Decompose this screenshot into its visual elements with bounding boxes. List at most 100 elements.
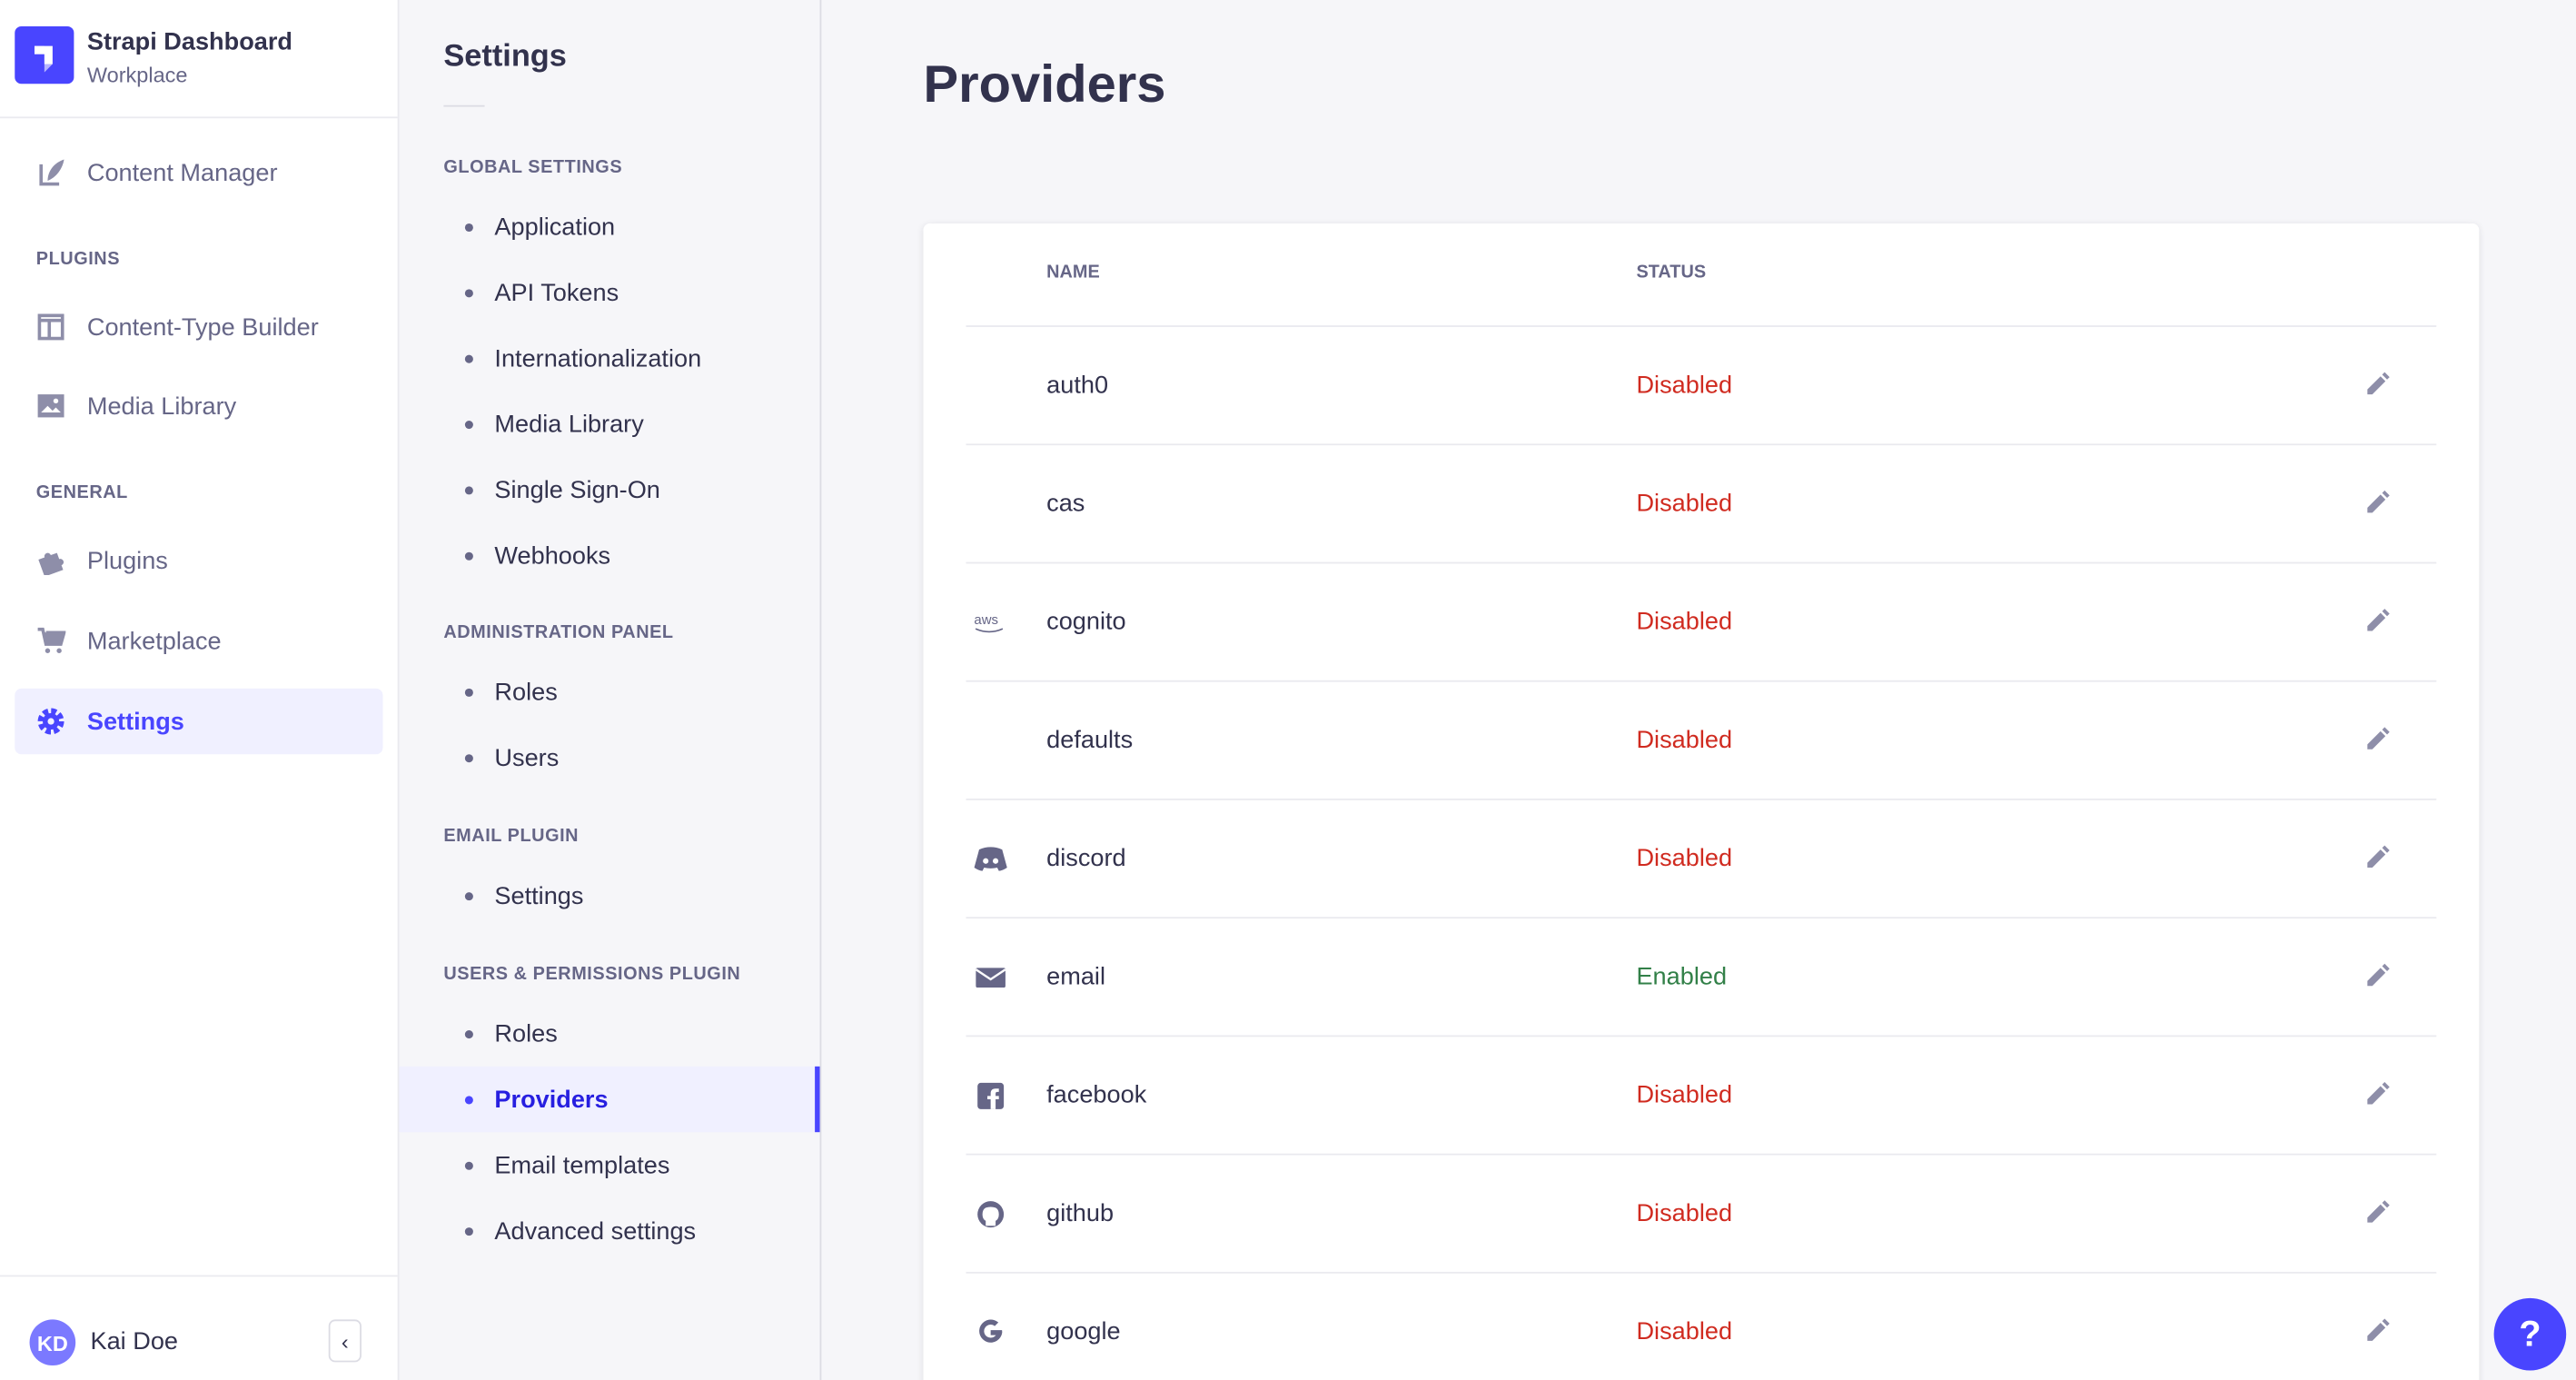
svg-text:aws: aws — [974, 612, 998, 628]
nav-label: Content-Type Builder — [86, 313, 319, 342]
puzzle-icon — [36, 545, 66, 576]
nav-content-type-builder[interactable]: Content-Type Builder — [15, 294, 382, 360]
pencil-icon[interactable] — [2363, 725, 2393, 755]
subnav-item-label: Providers — [494, 1085, 609, 1114]
subnav-item-label: Email templates — [494, 1150, 670, 1179]
subnav-item-label: Users — [494, 743, 560, 772]
table-row[interactable]: auth0 Disabled — [966, 325, 2437, 443]
provider-status: Disabled — [1636, 608, 1733, 636]
subnav-item-providers[interactable]: Providers — [399, 1066, 820, 1133]
subnav-item-media-library[interactable]: Media Library — [400, 391, 820, 456]
table-row[interactable]: email Enabled — [966, 917, 2437, 1035]
envelope-icon — [973, 961, 1009, 994]
feather-icon — [36, 158, 66, 188]
subnav-item-advanced-settings[interactable]: Advanced settings — [400, 1198, 820, 1264]
provider-name: defaults — [1046, 726, 1134, 755]
table-row[interactable]: aws cognito Disabled — [966, 561, 2437, 680]
subnav-item-label: Roles — [494, 678, 558, 706]
aws-icon: aws — [973, 606, 1009, 639]
collapse-nav-button[interactable]: ‹ — [328, 1319, 362, 1363]
provider-name: github — [1046, 1199, 1115, 1228]
main-nav: Strapi Dashboard Workplace Content Manag… — [0, 0, 400, 1380]
pencil-icon[interactable] — [2363, 1079, 2393, 1109]
discord-icon — [973, 843, 1009, 876]
strapi-logo — [15, 25, 74, 84]
subnav-section-title: ADMINISTRATION PANEL — [443, 622, 674, 643]
pencil-icon[interactable] — [2363, 606, 2393, 636]
pencil-icon[interactable] — [2363, 843, 2393, 873]
nav-settings[interactable]: Settings — [15, 688, 383, 755]
subnav-section-title: EMAIL PLUGIN — [443, 826, 580, 847]
subnav-item-single-sign-on[interactable]: Single Sign-On — [400, 457, 820, 522]
providers-table: NAME STATUS auth0 Disabled cas Disabled aws c… — [923, 223, 2480, 1380]
settings-subnav: Settings GLOBAL SETTINGS Application API T… — [399, 0, 822, 1380]
pencil-icon[interactable] — [2363, 961, 2393, 991]
subnav-item-internationalization[interactable]: Internationalization — [400, 325, 820, 391]
app-title: Strapi Dashboard — [86, 27, 293, 56]
pencil-icon[interactable] — [2363, 1198, 2393, 1228]
subnav-item-api-tokens[interactable]: API Tokens — [400, 260, 820, 325]
provider-name: email — [1046, 962, 1106, 991]
avatar[interactable]: KD — [29, 1319, 76, 1366]
nav-label: Media Library — [86, 392, 237, 421]
provider-name: google — [1046, 1317, 1121, 1346]
provider-name: facebook — [1046, 1081, 1147, 1109]
provider-status: Disabled — [1636, 726, 1733, 755]
subnav-item-settings[interactable]: Settings — [400, 863, 820, 928]
pencil-icon[interactable] — [2363, 488, 2393, 518]
gear-icon — [36, 707, 66, 737]
pencil-icon[interactable] — [2363, 1316, 2393, 1346]
subnav-item-label: Media Library — [494, 410, 644, 439]
subnav-item-label: Settings — [494, 881, 584, 910]
github-icon — [973, 1198, 1009, 1231]
subnav-section-title: GLOBAL SETTINGS — [443, 157, 623, 178]
page-title: Providers — [923, 54, 1166, 114]
subnav-item-email-templates[interactable]: Email templates — [400, 1132, 820, 1197]
chevron-left-icon: ‹ — [341, 1328, 349, 1354]
table-row[interactable]: google Disabled — [966, 1271, 2437, 1380]
provider-status: Disabled — [1636, 371, 1733, 400]
cart-icon — [36, 626, 66, 656]
provider-status: Disabled — [1636, 1317, 1733, 1346]
subnav-item-roles[interactable]: Roles — [400, 659, 820, 724]
section-general: GENERAL — [35, 482, 128, 503]
subnav-item-label: Internationalization — [494, 343, 702, 372]
subnav-item-roles[interactable]: Roles — [400, 1000, 820, 1066]
subnav-item-label: Single Sign-On — [494, 475, 660, 504]
user-name: Kai Doe — [90, 1327, 179, 1356]
subnav-item-label: Advanced settings — [494, 1216, 697, 1246]
table-row[interactable]: facebook Disabled — [966, 1035, 2437, 1153]
nav-label: Settings — [86, 707, 184, 736]
column-header-status: STATUS — [1636, 263, 1707, 283]
subnav-item-label: Webhooks — [494, 541, 611, 570]
table-row[interactable]: defaults Disabled — [966, 680, 2437, 799]
google-icon — [973, 1316, 1009, 1349]
provider-name: cognito — [1046, 608, 1126, 636]
help-button[interactable]: ? — [2493, 1297, 2567, 1371]
divider — [443, 104, 485, 107]
nav-media-library[interactable]: Media Library — [15, 373, 382, 439]
nav-header: Strapi Dashboard Workplace — [0, 0, 398, 119]
subnav-item-label: Roles — [494, 1019, 558, 1048]
subnav-section-title: USERS & PERMISSIONS PLUGIN — [443, 964, 741, 985]
subnav-item-users[interactable]: Users — [400, 725, 820, 790]
nav-plugins[interactable]: Plugins — [15, 528, 382, 593]
subnav-item-label: API Tokens — [494, 278, 619, 307]
pencil-icon[interactable] — [2363, 370, 2393, 400]
nav-content-manager[interactable]: Content Manager — [15, 140, 382, 205]
subnav-item-application[interactable]: Application — [400, 194, 820, 259]
provider-status: Disabled — [1636, 844, 1733, 873]
image-icon — [36, 391, 66, 421]
section-plugins: PLUGINS — [35, 249, 121, 270]
layout-icon — [36, 313, 66, 343]
table-row[interactable]: discord Disabled — [966, 799, 2437, 917]
nav-label: Plugins — [86, 546, 168, 575]
table-row[interactable]: github Disabled — [966, 1153, 2437, 1272]
app-subtitle: Workplace — [86, 62, 188, 87]
table-row[interactable]: cas Disabled — [966, 443, 2437, 561]
column-header-name: NAME — [1046, 263, 1100, 283]
provider-name: cas — [1046, 489, 1085, 518]
subnav-title: Settings — [443, 39, 567, 74]
nav-marketplace[interactable]: Marketplace — [15, 608, 382, 673]
subnav-item-webhooks[interactable]: Webhooks — [400, 522, 820, 588]
